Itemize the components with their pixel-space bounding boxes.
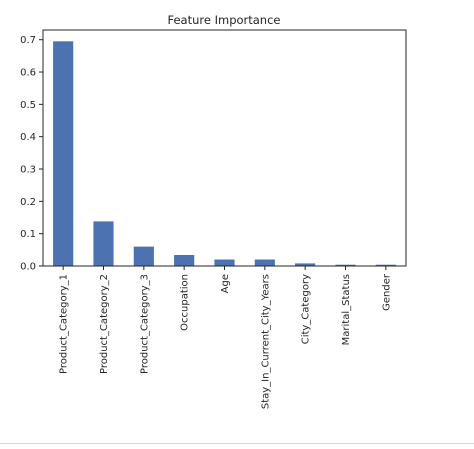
y-tick-label: 0.1 xyxy=(20,229,36,240)
x-tick-label: Stay_In_Current_City_Years xyxy=(260,274,271,409)
bar-gender xyxy=(375,264,396,266)
y-axis: 0.0 0.1 0.2 0.3 0.4 0.5 0.6 0.7 xyxy=(20,35,43,273)
y-tick-label: 0.0 xyxy=(20,262,36,273)
bar-stay-in-current-city-years xyxy=(254,259,275,266)
x-tick-label: Gender xyxy=(381,273,392,311)
x-tick-label: City_Category xyxy=(301,274,312,344)
x-tick-label: Product_Category_3 xyxy=(139,274,150,374)
y-tick-label: 0.3 xyxy=(20,165,36,176)
y-tick-label: 0.6 xyxy=(20,68,36,79)
bar-occupation xyxy=(174,255,195,266)
y-tick-label: 0.7 xyxy=(20,35,36,46)
x-tick-label: Marital_Status xyxy=(341,274,352,345)
bar-age xyxy=(214,259,235,266)
divider-line xyxy=(0,443,474,444)
bar-city-category xyxy=(295,263,316,266)
x-tick-label: Occupation xyxy=(180,274,191,331)
bar-product-category-2 xyxy=(93,221,114,266)
y-tick-label: 0.2 xyxy=(20,197,36,208)
chart-title: Feature Importance xyxy=(167,13,280,27)
bars-group xyxy=(53,41,396,267)
bar-product-category-1 xyxy=(53,41,74,267)
y-tick-label: 0.5 xyxy=(20,100,36,111)
x-tick-label: Product_Category_1 xyxy=(59,274,70,374)
bar-marital-status xyxy=(335,264,356,266)
x-axis: Product_Category_1 Product_Category_2 Prod… xyxy=(59,266,392,409)
y-tick-label: 0.4 xyxy=(20,132,36,143)
x-tick-label: Product_Category_2 xyxy=(99,274,110,374)
x-tick-label: Age xyxy=(220,274,231,293)
bar-product-category-3 xyxy=(133,246,154,266)
